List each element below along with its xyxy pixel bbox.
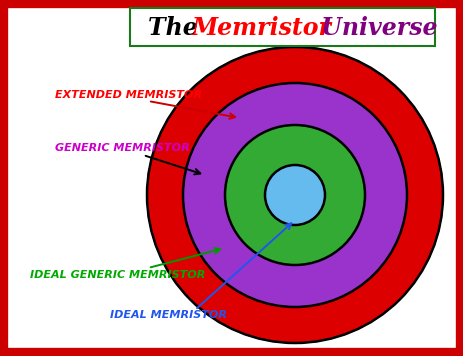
Circle shape [225, 125, 364, 265]
Text: Universe: Universe [313, 16, 437, 40]
Text: Memristor: Memristor [192, 16, 332, 40]
Text: IDEAL GENERIC MEMRISTOR: IDEAL GENERIC MEMRISTOR [30, 270, 205, 280]
Circle shape [147, 47, 442, 343]
Text: The: The [148, 16, 206, 40]
Circle shape [182, 83, 406, 307]
Text: EXTENDED MEMRISTOR: EXTENDED MEMRISTOR [55, 90, 202, 100]
Text: GENERIC MEMRISTOR: GENERIC MEMRISTOR [55, 143, 189, 153]
Bar [130, 8, 434, 46]
Text: IDEAL MEMRISTOR: IDEAL MEMRISTOR [110, 310, 226, 320]
Circle shape [264, 165, 324, 225]
